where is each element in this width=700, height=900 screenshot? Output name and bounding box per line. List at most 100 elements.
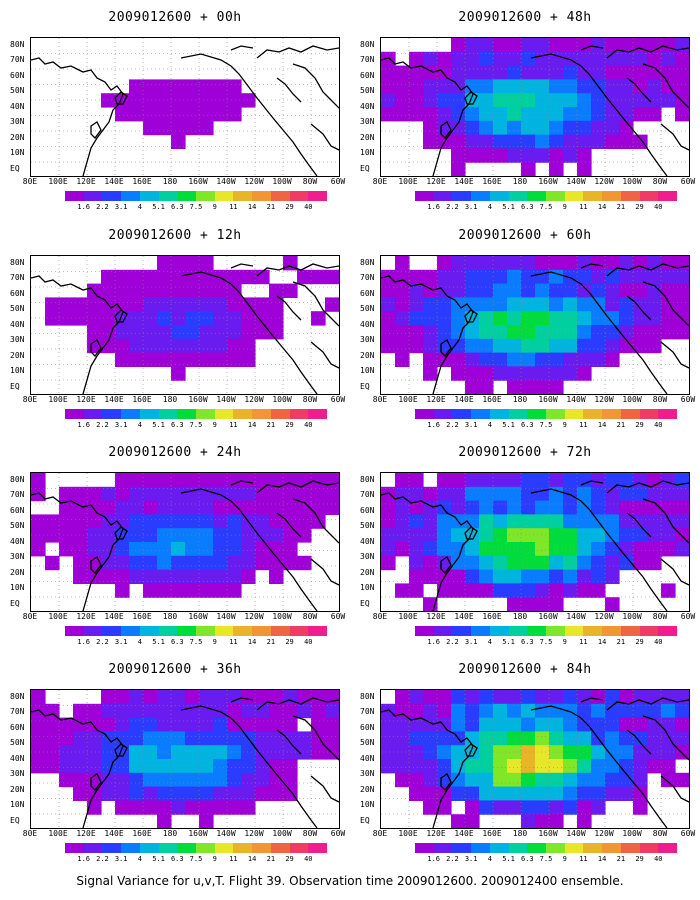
variance-cell <box>45 555 60 571</box>
variance-cell <box>535 772 550 788</box>
variance-cell <box>115 772 130 788</box>
variance-cell <box>297 528 312 543</box>
variance-cell <box>423 93 438 108</box>
variance-cell <box>199 528 214 543</box>
variance-cell <box>549 352 564 367</box>
colorbar-label: 21 <box>266 203 276 211</box>
variance-cell <box>591 38 606 53</box>
map-panel: 2009012600 + 00h 80N 70N 60N 50N 40N 30N 20N 10N… <box>10 10 345 220</box>
variance-cell <box>451 542 466 557</box>
variance-cell <box>59 486 74 502</box>
variance-cell <box>241 690 256 705</box>
latitude-axis: 80N 70N 60N 50N 40N 30N 20N 10N EQ <box>360 37 380 177</box>
longitude-label: 160E <box>132 395 152 404</box>
variance-cell <box>115 473 130 488</box>
variance-cell <box>241 786 256 801</box>
variance-field <box>381 38 689 176</box>
colorbar-swatch <box>196 191 215 201</box>
latitude-label: 10N <box>360 148 375 157</box>
variance-cell <box>605 528 620 543</box>
variance-cell <box>213 542 228 557</box>
variance-cell <box>465 79 480 94</box>
variance-cell <box>507 65 522 80</box>
colorbar-label: 5.1 <box>152 638 165 646</box>
variance-field <box>381 473 689 611</box>
variance-cell <box>549 120 564 136</box>
variance-cell <box>157 107 172 122</box>
variance-cell <box>479 486 494 502</box>
variance-cell <box>171 731 186 746</box>
variance-cell <box>129 338 144 354</box>
longitude-label: 60W <box>330 177 346 186</box>
variance-cell <box>507 148 522 163</box>
variance-cell <box>129 555 144 571</box>
variance-cell <box>479 256 494 271</box>
variance-cell <box>199 786 214 801</box>
coastline <box>606 697 689 711</box>
latitude-label: 80N <box>10 40 25 49</box>
variance-cell <box>591 338 606 354</box>
variance-cell <box>325 500 339 515</box>
variance-cell <box>185 555 200 571</box>
variance-cell <box>633 65 648 80</box>
variance-cell <box>87 297 102 312</box>
colorbar-label: 6.3 <box>170 421 184 429</box>
colorbar-swatch <box>83 626 103 636</box>
variance-cell <box>115 514 130 529</box>
longitude-label: 60W <box>680 177 696 186</box>
variance-cell <box>563 745 578 760</box>
colorbar <box>415 626 678 636</box>
variance-cell <box>227 800 242 815</box>
variance-cell <box>493 772 508 788</box>
variance-cell <box>633 311 648 326</box>
colorbar-swatch <box>289 409 309 419</box>
variance-cell <box>577 542 592 557</box>
colorbar-swatch <box>583 626 603 636</box>
variance-cell <box>143 473 158 488</box>
variance-cell <box>633 800 648 815</box>
variance-cell <box>59 772 74 788</box>
variance-cell <box>157 528 172 543</box>
variance-cell <box>409 500 424 515</box>
colorbar-label: 14 <box>597 203 607 211</box>
variance-cell <box>185 569 200 584</box>
variance-cell <box>423 569 438 584</box>
variance-cell <box>549 786 564 801</box>
variance-cell <box>157 786 172 801</box>
variance-cell <box>129 514 144 529</box>
variance-cell <box>73 555 88 571</box>
variance-cell <box>479 366 494 381</box>
colorbar-label: 9 <box>562 203 567 211</box>
variance-cell <box>101 703 116 719</box>
variance-cell <box>31 542 46 557</box>
coastline <box>256 480 339 494</box>
latitude-label: 40N <box>10 537 25 546</box>
variance-cell <box>465 542 480 557</box>
coastline <box>310 775 339 803</box>
variance-cell <box>437 486 452 502</box>
variance-cell <box>87 800 102 815</box>
variance-cell <box>535 703 550 719</box>
variance-cell <box>199 93 214 108</box>
variance-cell <box>213 269 228 285</box>
coastline <box>276 512 302 538</box>
coastline <box>606 263 689 277</box>
variance-cell <box>241 352 256 367</box>
latitude-label: EQ <box>10 599 20 608</box>
colorbar-swatch <box>270 191 290 201</box>
longitude-label: 160E <box>482 177 502 186</box>
variance-cell <box>437 325 452 340</box>
variance-cell <box>633 528 648 543</box>
variance-cell <box>675 65 689 80</box>
longitude-label: 160W <box>538 395 558 404</box>
variance-cell <box>199 717 214 732</box>
variance-cell <box>605 786 620 801</box>
colorbar-swatch <box>489 843 509 853</box>
variance-cell <box>535 38 550 53</box>
variance-cell <box>185 500 200 515</box>
panel-title: 2009012600 + 00h <box>108 10 242 25</box>
variance-cell <box>591 120 606 136</box>
variance-cell <box>115 731 130 746</box>
variance-cell <box>171 500 186 515</box>
longitude-label: 180 <box>162 612 178 621</box>
